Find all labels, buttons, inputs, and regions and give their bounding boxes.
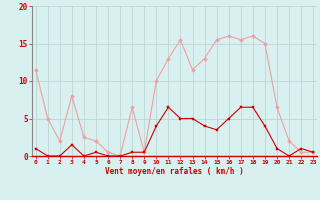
X-axis label: Vent moyen/en rafales ( km/h ): Vent moyen/en rafales ( km/h ) [105, 167, 244, 176]
